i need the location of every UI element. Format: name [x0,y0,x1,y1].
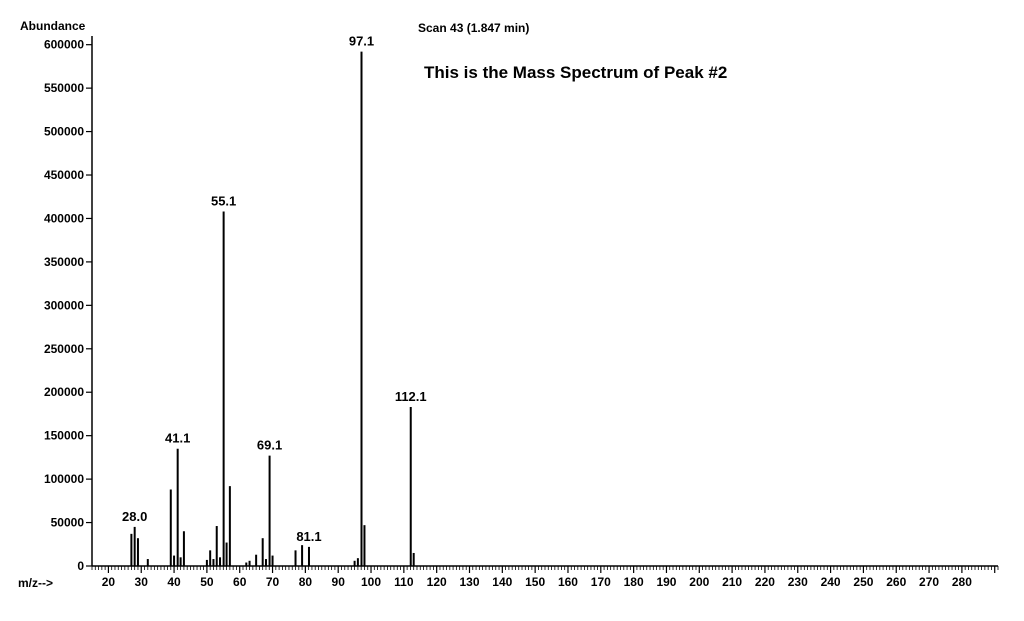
peak-label: 97.1 [349,34,374,49]
x-tick-label: 50 [200,575,214,589]
peak-labels: 28.0 41.1 55.1 69.1 81.1 97.1 112.1 [122,34,427,544]
y-tick-label: 0 [77,559,84,573]
x-tick-label: 100 [361,575,381,589]
x-tick-label: 230 [788,575,808,589]
x-tick-label: 150 [525,575,545,589]
x-tick-label: 60 [233,575,247,589]
y-tick-label: 200000 [44,385,84,399]
peak-label: 55.1 [211,194,236,209]
y-tick-label: 350000 [44,255,84,269]
x-tick-label: 70 [266,575,280,589]
x-tick-label: 130 [459,575,479,589]
peak-label: 81.1 [296,529,321,544]
peak-label: 28.0 [122,509,147,524]
y-tick-label: 500000 [44,125,84,139]
spectrum-peaks [130,51,415,566]
y-axis-ticks: 0 50000 100000 150000 200000 250000 300000 3500… [44,38,92,573]
x-tick-label: 40 [167,575,181,589]
x-tick-label: 20 [102,575,116,589]
peak-label: 69.1 [257,438,282,453]
x-tick-label: 180 [624,575,644,589]
y-tick-label: 100000 [44,472,84,486]
x-tick-label: 190 [656,575,676,589]
y-axis-label: Abundance [20,19,86,33]
x-tick-label: 220 [755,575,775,589]
x-tick-label: 280 [952,575,972,589]
y-tick-label: 450000 [44,168,84,182]
x-tick-label: 260 [886,575,906,589]
x-tick-label: 270 [919,575,939,589]
x-tick-label: 90 [332,575,346,589]
peak-label: 112.1 [395,389,427,404]
x-tick-label: 210 [722,575,742,589]
x-tick-label: 110 [394,575,414,589]
y-tick-label: 400000 [44,211,84,225]
x-tick-label: 140 [492,575,512,589]
y-tick-label: 600000 [44,38,84,52]
x-tick-label: 170 [591,575,611,589]
chart-subtitle: This is the Mass Spectrum of Peak #2 [424,63,727,82]
y-tick-label: 550000 [44,81,84,95]
x-tick-label: 240 [821,575,841,589]
x-axis-ticks: 20 30 40 50 60 70 80 90 100 110 120 130 140 150 160 170… [91,566,999,589]
x-tick-label: 80 [299,575,313,589]
x-tick-label: 200 [689,575,709,589]
y-tick-label: 250000 [44,342,84,356]
chart-title: Scan 43 (1.847 min) [418,21,529,35]
x-tick-label: 30 [135,575,149,589]
x-axis-label: m/z--> [18,576,53,590]
y-tick-label: 150000 [44,429,84,443]
y-tick-label: 50000 [51,516,85,530]
y-tick-label: 300000 [44,298,84,312]
x-tick-label: 250 [853,575,873,589]
x-tick-label: 160 [558,575,578,589]
peak-label: 41.1 [165,431,190,446]
x-tick-label: 120 [427,575,447,589]
